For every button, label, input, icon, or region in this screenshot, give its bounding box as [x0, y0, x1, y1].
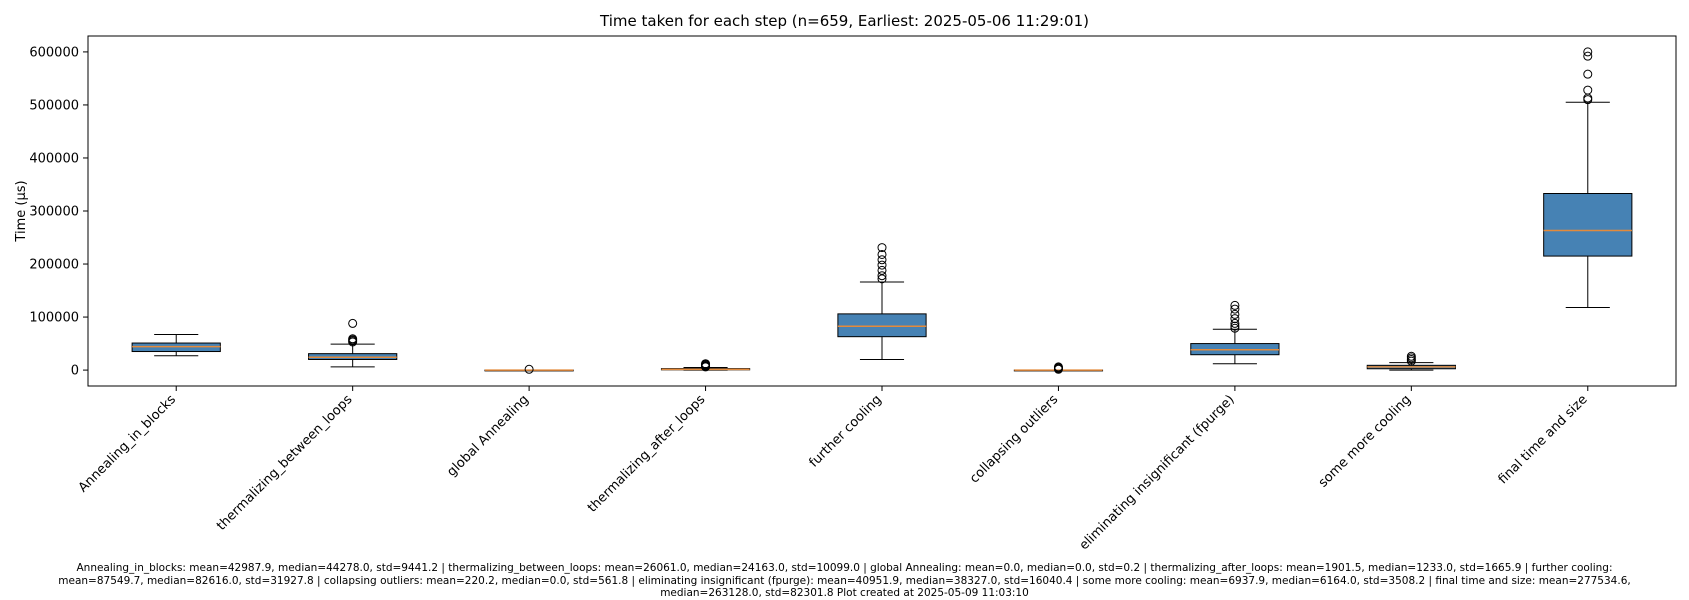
outlier-point [1230, 309, 1240, 319]
outlier-point [1230, 314, 1240, 324]
outlier-point [1230, 321, 1240, 331]
y-tick-label: 0 [71, 364, 79, 379]
footnote-line-2: mean=87549.7, median=82616.0, std=31927.… [58, 574, 1631, 587]
outlier-point [877, 271, 887, 281]
outlier-point [524, 364, 534, 374]
x-tick-label: global Annealing [444, 392, 532, 480]
x-tick-label: collapsing outliers [967, 392, 1061, 486]
outlier-point [877, 265, 887, 275]
outlier-point [701, 359, 711, 369]
x-tick-label: final time and size [1496, 392, 1591, 487]
summary-footnote: Annealing_in_blocks: mean=42987.9, media… [0, 562, 1689, 600]
outlier-point [1406, 351, 1416, 361]
box-plot: 0 100000 200000 300000 400000 500000 600000 Tim… [14, 35, 1677, 553]
outlier-point [348, 334, 358, 344]
footnote-line-1: Annealing_in_blocks: mean=42987.9, media… [76, 562, 1613, 574]
x-tick-label: Annealing_in_blocks [76, 392, 180, 496]
y-tick-label: 500000 [29, 98, 79, 113]
outlier-point [1230, 318, 1240, 328]
outlier-point [1583, 51, 1593, 61]
outlier-point [1230, 300, 1240, 310]
outlier-point [1583, 85, 1593, 95]
y-tick-label: 400000 [29, 151, 79, 166]
x-tick-label: eliminating insignificant (fpurge) [1077, 392, 1238, 553]
x-tick-label: further cooling [807, 392, 885, 470]
outlier-point [1230, 304, 1240, 314]
outlier-point [1583, 69, 1593, 79]
outlier-point [1053, 362, 1063, 372]
outlier-point [877, 243, 887, 253]
y-tick-label: 100000 [29, 311, 79, 326]
y-tick-label: 200000 [29, 258, 79, 273]
x-tick-label: thermalizing_after_loops [585, 392, 709, 516]
outlier-point [877, 249, 887, 259]
outlier-point [348, 318, 358, 328]
footnote-line-3: median=263128.0, std=82301.8 Plot create… [660, 587, 1029, 599]
outlier-point [1230, 323, 1240, 333]
outlier-point [877, 260, 887, 270]
x-tick-label: some more cooling [1316, 392, 1414, 490]
y-tick-label: 600000 [29, 45, 79, 60]
x-tick-label: thermalizing_between_loops [214, 392, 356, 534]
box-iqr [837, 313, 927, 338]
y-tick-label: 300000 [29, 205, 79, 220]
outlier-point [877, 255, 887, 265]
chart-title: Time taken for each step (n=659, Earlies… [600, 12, 1089, 30]
outlier-point [1583, 47, 1593, 57]
y-axis-label: Time (µs) [14, 180, 29, 242]
box-iqr [1543, 193, 1633, 257]
